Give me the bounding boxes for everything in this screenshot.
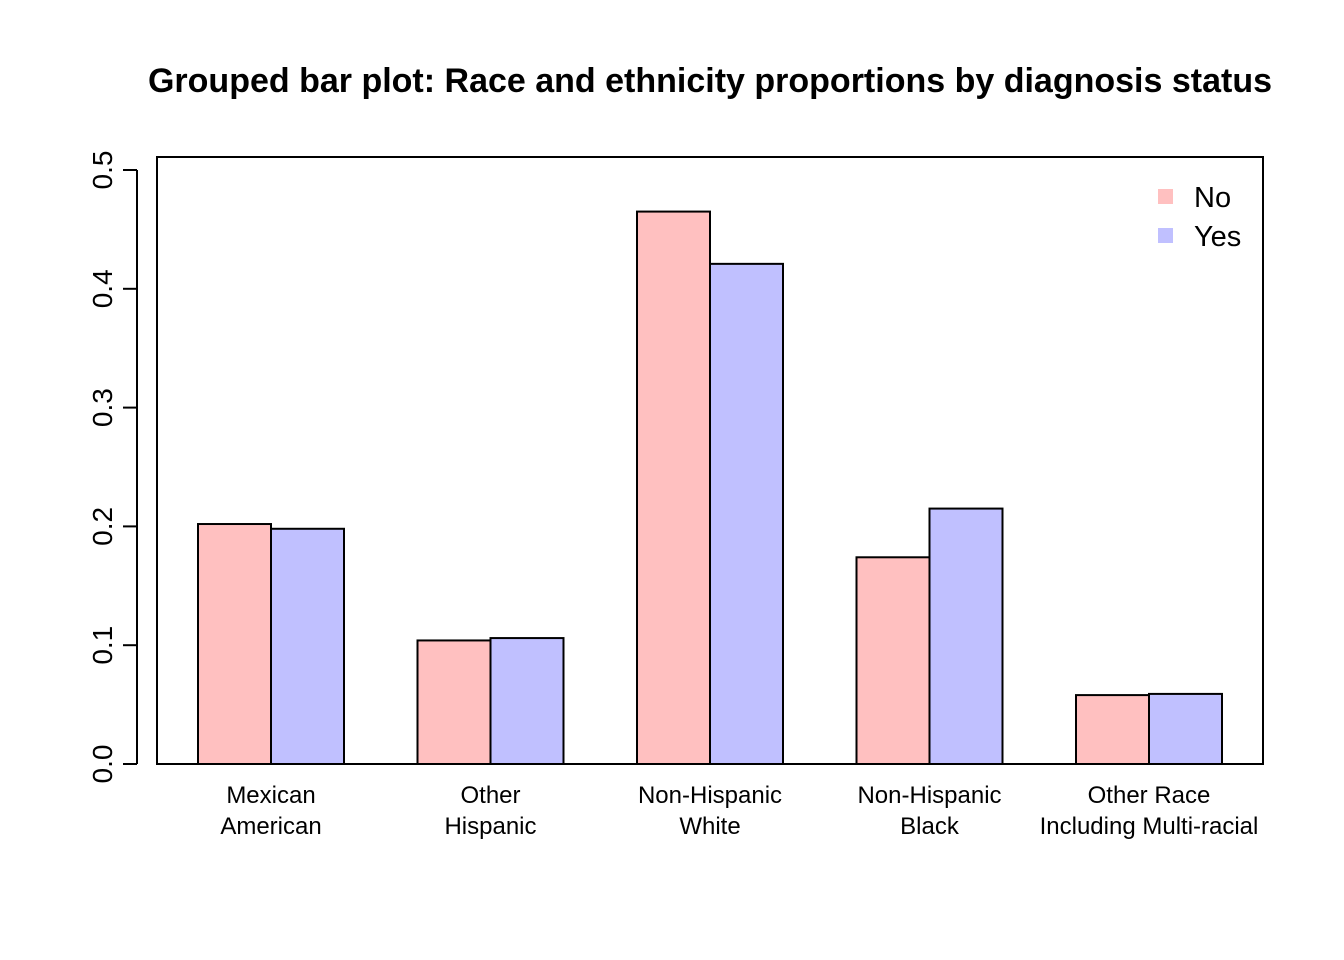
legend-label-no: No [1194, 182, 1231, 214]
y-tick-label: 0.3 [87, 388, 118, 427]
bars-group [197, 210, 1223, 766]
x-category-label: Non-Hispanic [638, 782, 782, 809]
legend: No Yes [1158, 182, 1241, 253]
x-axis-category-labels: Mexican American Other Hispanic Non-Hispanic… [220, 782, 1258, 840]
x-category-label: Including Multi-racial [1040, 813, 1259, 840]
x-category-label: Other Race [1088, 782, 1211, 809]
bar-no-4 [855, 556, 931, 766]
bar-no-3 [636, 210, 711, 765]
legend-label-yes: Yes [1194, 221, 1241, 253]
bar-no-2 [416, 639, 492, 765]
chart-title: Grouped bar plot: Race and ethnicity pro… [148, 62, 1272, 100]
x-category-label: American [220, 813, 321, 840]
x-category-label: Mexican [226, 782, 315, 809]
y-tick-label: 0.4 [87, 269, 118, 308]
bar-no-5 [1075, 694, 1150, 766]
x-category-label: Hispanic [444, 813, 536, 840]
x-category-label: White [679, 813, 740, 840]
legend-swatch-yes [1158, 228, 1173, 243]
bar-yes-3 [709, 262, 784, 765]
plot-frame [156, 156, 1264, 765]
y-tick-label: 0.5 [87, 151, 118, 190]
y-tick-label: 0.0 [87, 745, 118, 784]
bar-no-1 [197, 523, 272, 765]
y-tick-label: 0.2 [87, 507, 118, 546]
x-category-label: Non-Hispanic [857, 782, 1001, 809]
bar-yes-2 [489, 637, 565, 766]
bar-yes-5 [1148, 692, 1223, 766]
bar-yes-4 [928, 507, 1004, 765]
y-tick-label: 0.1 [87, 626, 118, 665]
bar-yes-1 [270, 527, 345, 765]
y-axis: 0.0 0.1 0.2 0.3 0.4 0.5 [87, 151, 138, 784]
legend-swatch-no [1158, 189, 1173, 204]
x-category-label: Other [460, 782, 520, 809]
x-category-label: Black [900, 813, 960, 840]
